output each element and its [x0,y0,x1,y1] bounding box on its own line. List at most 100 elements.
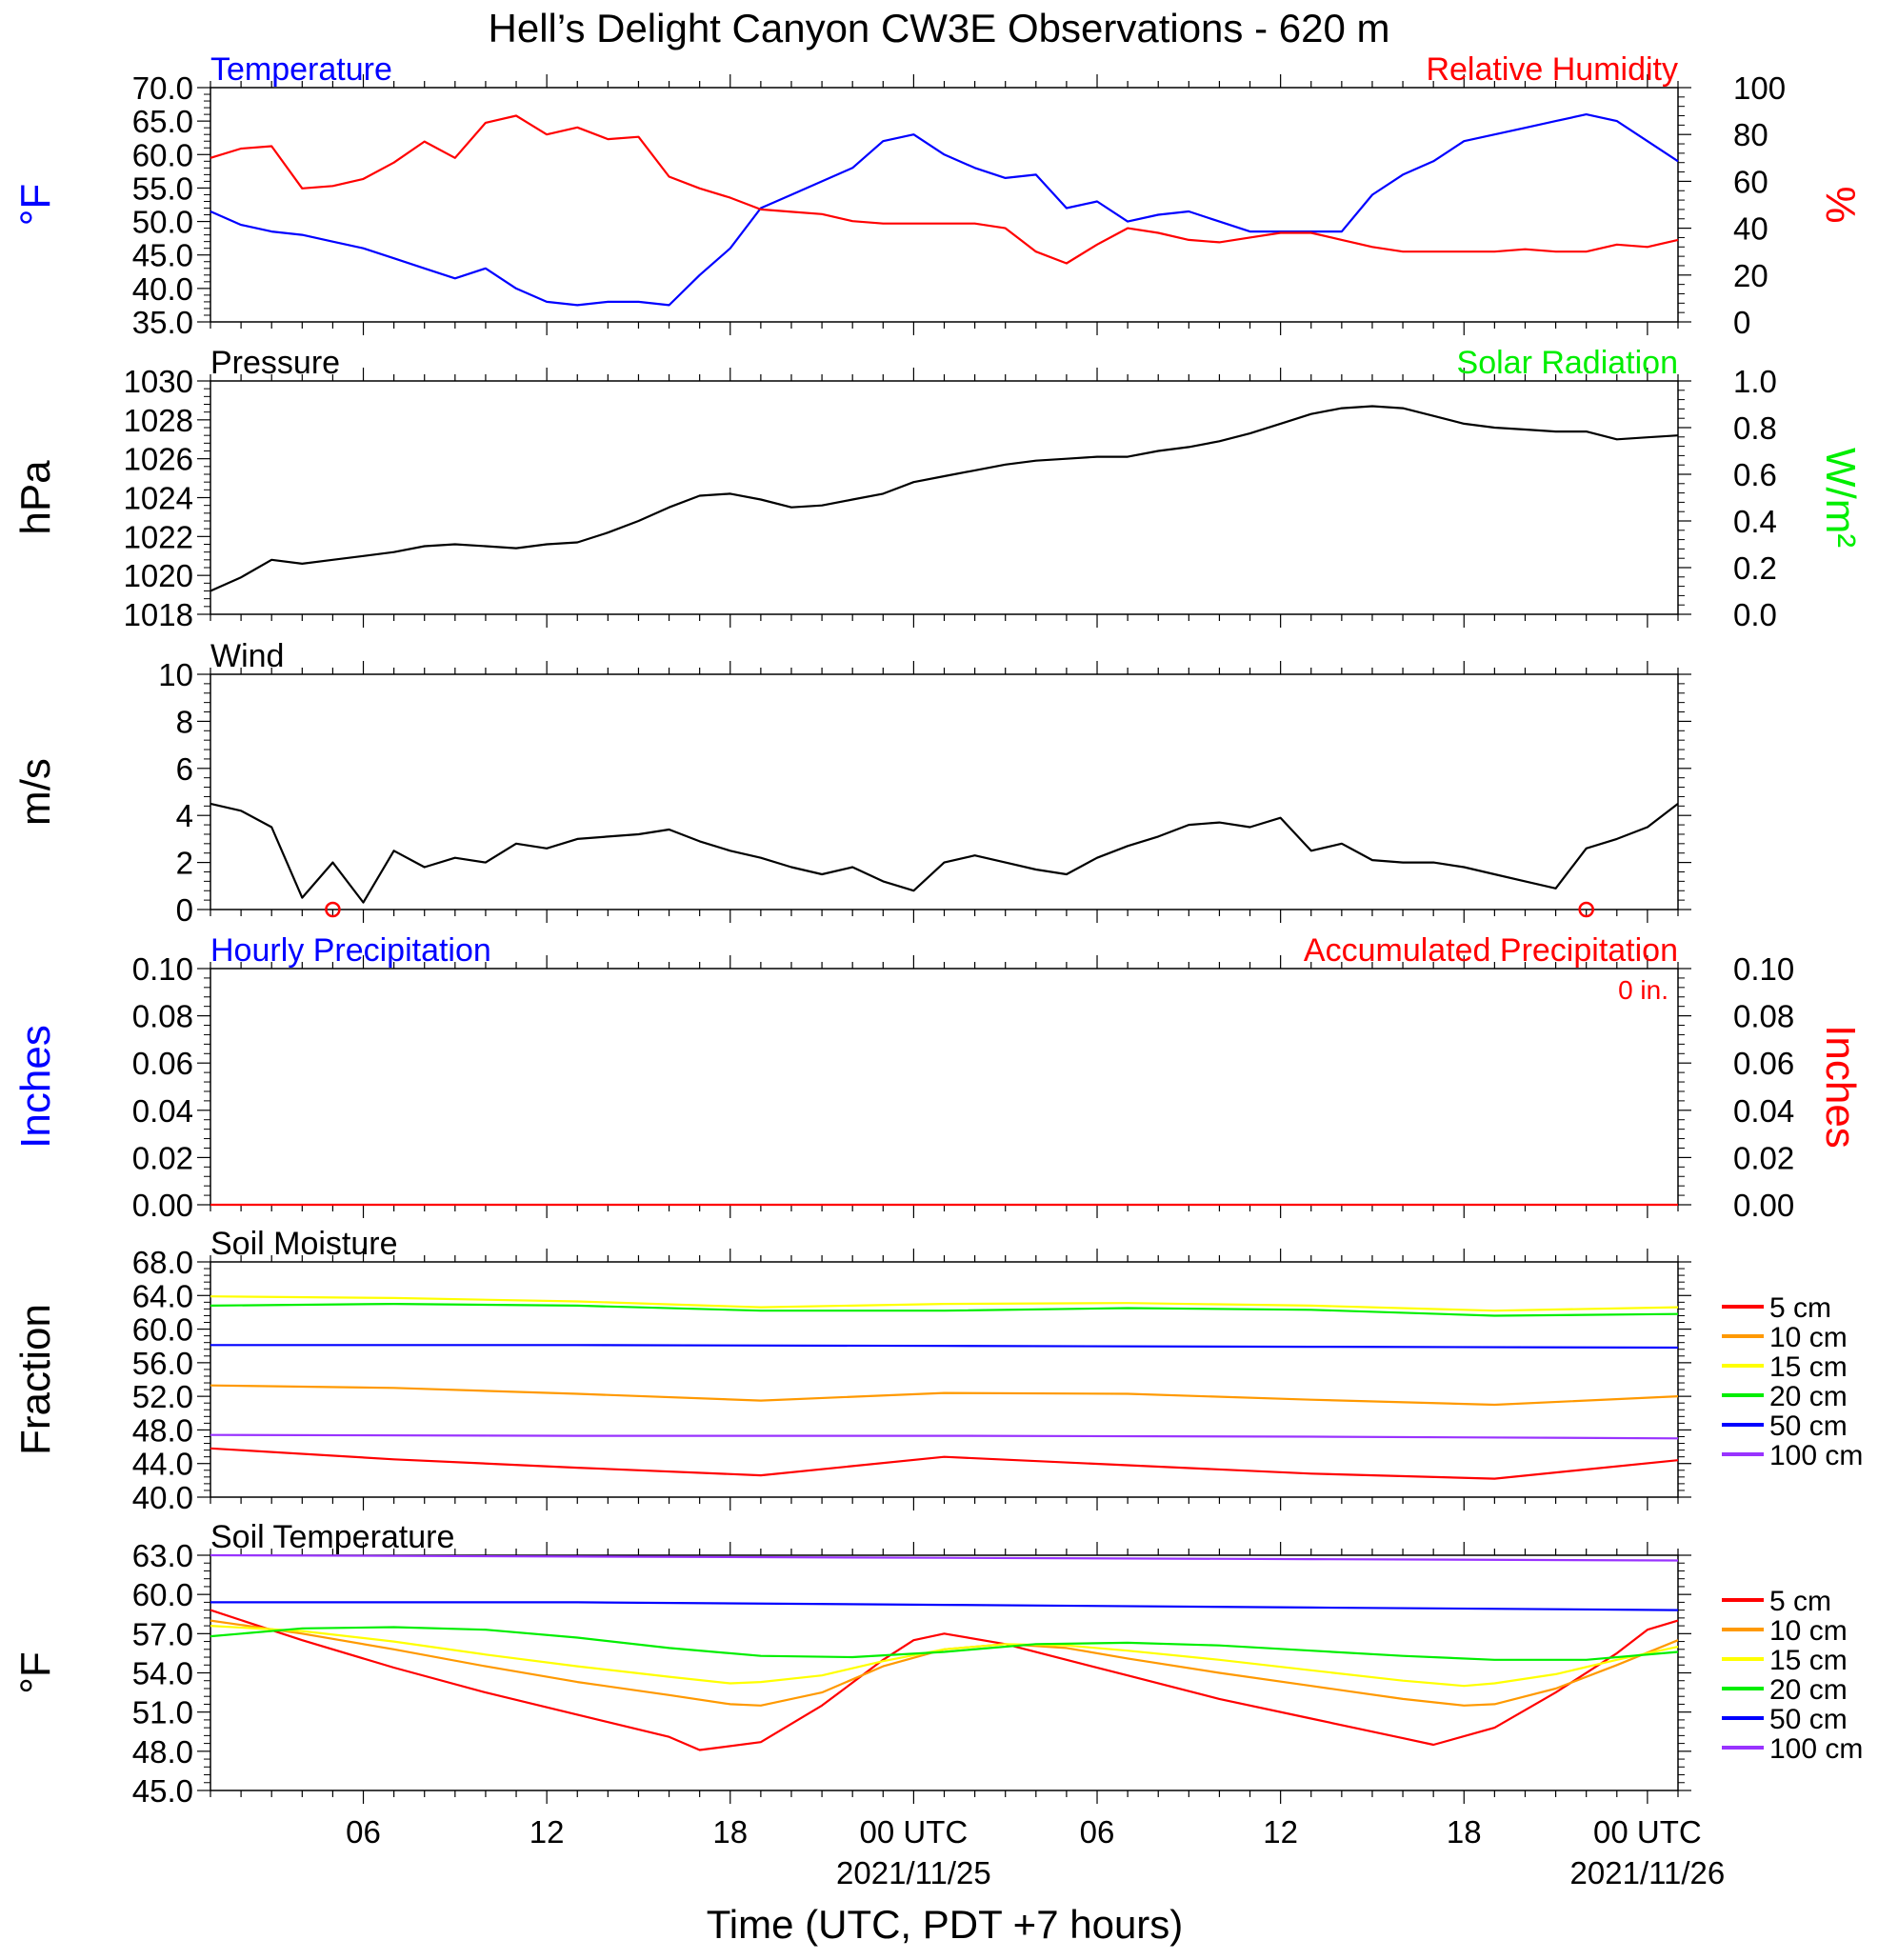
panel-precipitation: 0.00 0.02 0.04 0.06 0.08 0.10 0.00 0.02 0.04 0.06… [12,932,1864,1223]
y-axis-label-left: Inches [12,1025,59,1149]
y-tick-label-right: 0.04 [1733,1093,1794,1129]
legend-label: 20 cm [1769,1381,1848,1412]
y-tick-label-right: 0.2 [1733,550,1777,586]
y-tick-label-right: 100 [1733,70,1786,106]
y-tick-label-right: 20 [1733,258,1768,293]
y-tick-label-left: 55.0 [132,170,193,206]
series-line-50-cm [210,1344,1679,1350]
y-axis-label-right: W/m² [1817,448,1864,548]
y-tick-label-left: 57.0 [132,1616,193,1651]
series-line-blue-0 [210,112,1679,307]
y-tick-label-left: 10 [158,657,193,692]
y-axis-label-left: m/s [12,758,59,826]
x-date-label: 2021/11/26 [1570,1855,1726,1890]
y-tick-label-left: 1018 [124,597,193,632]
calm-wind-marker [325,901,341,918]
legend-label: 10 cm [1769,1322,1848,1353]
panel-soil_moisture: 40.044.048.052.056.060.064.068.0 Soil Moi… [12,1226,1863,1515]
panel-wind: 0 2 4 6 8 10 Wind m/s [12,638,1691,928]
y-tick-label-left: 0.00 [132,1188,193,1223]
legend-label: 50 cm [1769,1704,1848,1735]
panel-frame [210,673,1679,910]
y-tick-label-right: 0.8 [1733,410,1777,446]
y-tick-label-left: 40.0 [132,271,193,307]
series-line-black-0 [210,405,1679,592]
panel-title-right: Relative Humidity [1426,51,1678,88]
legend-label: 5 cm [1769,1292,1831,1324]
series-line-100-cm [210,1433,1679,1440]
y-axis-label-left: Fraction [12,1304,59,1455]
y-tick-label-left: 45.0 [132,238,193,273]
legend-label: 10 cm [1769,1615,1848,1647]
y-tick-label-left: 44.0 [132,1447,193,1482]
y-tick-label-left: 54.0 [132,1656,193,1691]
panel-frame [210,380,1679,615]
y-tick-label-left: 50.0 [132,205,193,240]
y-tick-label-left: 48.0 [132,1734,193,1770]
y-tick-label-left: 45.0 [132,1773,193,1809]
y-tick-label-left: 1022 [124,519,193,554]
y-axis-label-right: Inches [1817,1025,1864,1149]
panel-frame [210,1554,1679,1791]
legend-label: 5 cm [1769,1586,1831,1617]
panel-title-left: Temperature [210,51,392,88]
series-line-black-0 [210,802,1679,904]
x-tick-label: 18 [712,1814,748,1850]
panel-title-left: Hourly Precipitation [210,932,491,969]
x-tick-label: 00 UTC [860,1814,969,1850]
y-tick-label-right: 0.0 [1733,597,1777,632]
y-tick-label-left: 1028 [124,403,193,438]
panel-title-left: Soil Temperature [210,1519,454,1555]
y-tick-label-left: 70.0 [132,70,193,106]
x-tick-label: 12 [529,1814,565,1850]
y-axis-label-right: % [1817,186,1864,223]
y-tick-label-right: 0.6 [1733,457,1777,492]
legend-label: 50 cm [1769,1410,1848,1442]
y-tick-label-right: 0.00 [1733,1188,1794,1223]
x-date-label: 2021/11/25 [836,1855,991,1890]
y-tick-label-right: 60 [1733,164,1768,199]
chart-title: Hell’s Delight Canyon CW3E Observations … [489,6,1390,50]
y-tick-label-left: 60.0 [132,1312,193,1348]
panel-title-right: Solar Radiation [1457,345,1678,381]
annotation: 0 in. [1618,975,1668,1005]
y-tick-label-right: 0.4 [1733,504,1777,539]
series-line-5-cm [210,1447,1679,1480]
y-tick-label-left: 2 [176,846,193,881]
series-line-15-cm [210,1625,1679,1688]
y-tick-label-right: 0 [1733,305,1750,340]
y-tick-label-left: 64.0 [132,1278,193,1313]
y-tick-label-left: 48.0 [132,1412,193,1448]
y-tick-label-left: 51.0 [132,1695,193,1730]
panel-title-right: Accumulated Precipitation [1304,932,1678,969]
y-tick-label-left: 1024 [124,481,193,516]
y-tick-label-right: 0.08 [1733,999,1794,1034]
legend-label: 100 cm [1769,1733,1863,1765]
y-tick-label-left: 60.0 [132,137,193,172]
y-tick-label-left: 0.02 [132,1140,193,1175]
y-tick-label-right: 40 [1733,211,1768,247]
y-tick-label-left: 63.0 [132,1538,193,1573]
y-tick-label-left: 60.0 [132,1577,193,1612]
y-tick-label-right: 0.10 [1733,951,1794,987]
panel-temperature_rh: 35.040.045.050.055.060.065.070.0 0 20 40 60 8… [12,51,1864,340]
series-line-20-cm [210,1302,1679,1317]
panel-frame [210,87,1679,323]
panel-title-left: Soil Moisture [210,1226,398,1262]
y-tick-label-left: 0.06 [132,1046,193,1081]
series-line-10-cm [210,1384,1679,1407]
series-line-5-cm [210,1609,1679,1751]
y-axis-label-left: hPa [12,460,59,535]
panel-frame [210,968,1679,1206]
y-tick-label-right: 80 [1733,117,1768,152]
y-tick-label-left: 1026 [124,442,193,477]
y-tick-label-left: 40.0 [132,1480,193,1515]
series-line-15-cm [210,1295,1679,1312]
x-tick-label: 00 UTC [1593,1814,1702,1850]
series-line-red-1 [210,114,1679,265]
y-tick-label-left: 0 [176,892,193,928]
y-tick-label-left: 35.0 [132,305,193,340]
y-tick-label-left: 68.0 [132,1245,193,1280]
